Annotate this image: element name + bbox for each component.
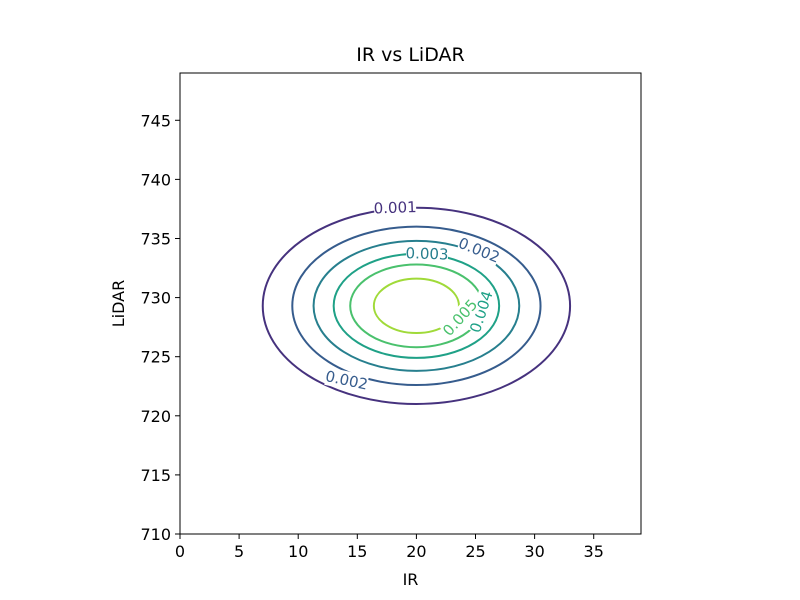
contour-label-background xyxy=(466,289,497,335)
y-tick-label: 725 xyxy=(140,348,171,367)
y-tick-label: 745 xyxy=(140,111,171,130)
x-tick-label: 5 xyxy=(234,542,244,561)
contour-label: 0.003 xyxy=(405,244,449,263)
y-axis: 710 715 720 725 730 735 740 745 xyxy=(140,111,180,544)
y-tick-label: 740 xyxy=(140,170,171,189)
y-tick-label: 730 xyxy=(140,289,171,308)
contour-label-text: 0.002 xyxy=(324,367,370,394)
contour-label: 0.002 xyxy=(324,367,370,394)
contour-label-background xyxy=(439,296,481,340)
contour-label-text: 0.001 xyxy=(373,198,417,217)
chart-title: IR vs LiDAR xyxy=(356,44,464,66)
contour-label-background xyxy=(324,367,370,394)
x-tick-label: 20 xyxy=(406,542,426,561)
plot-frame xyxy=(179,72,642,535)
y-axis-label: LiDAR xyxy=(109,280,128,327)
contour-label-background xyxy=(405,244,449,264)
x-tick-label: 30 xyxy=(524,542,544,561)
y-tick-label: 715 xyxy=(140,466,171,485)
contour-level-0-003 xyxy=(312,239,521,372)
contour-label-background xyxy=(373,198,417,218)
contour-label-text: 0.003 xyxy=(405,244,449,263)
contour-level-0-002 xyxy=(291,225,542,387)
x-axis-label: IR xyxy=(403,570,419,589)
y-tick-label: 710 xyxy=(140,525,171,544)
contour-level-0-001 xyxy=(261,206,572,405)
contour-lines xyxy=(261,206,572,405)
contour-label-background xyxy=(456,234,502,267)
y-tick-label: 720 xyxy=(140,407,171,426)
x-tick-label: 0 xyxy=(175,542,185,561)
x-tick-label: 35 xyxy=(584,542,604,561)
x-tick-label: 10 xyxy=(288,542,308,561)
x-axis: 0 5 10 15 20 25 30 35 xyxy=(175,534,604,561)
x-tick-label: 25 xyxy=(465,542,485,561)
x-tick-label: 15 xyxy=(347,542,367,561)
y-tick-label: 735 xyxy=(140,229,171,248)
contour-label: 0.001 xyxy=(373,198,417,217)
